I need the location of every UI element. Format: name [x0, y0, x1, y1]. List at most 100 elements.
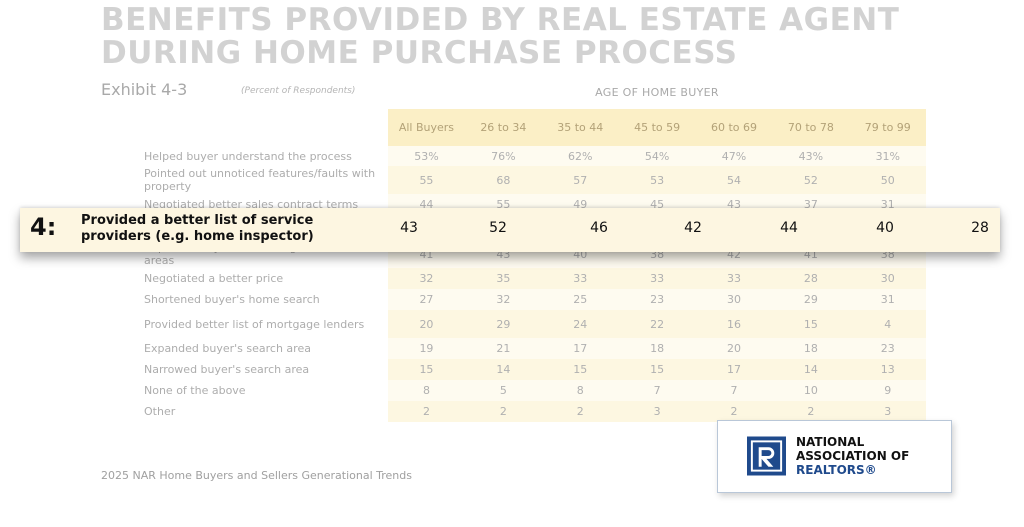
table-cell: 23 [849, 338, 927, 359]
row-label: Shortened buyer's home search [144, 293, 320, 306]
table-cell: 2 [464, 401, 542, 422]
percent-note: (Percent of Respondents) [241, 86, 356, 96]
source-note: 2025 NAR Home Buyers and Sellers Generat… [101, 469, 412, 482]
table-cell: 4 [849, 310, 927, 338]
table-row: Narrowed buyer's search area 15 14 15 15 17 14… [144, 359, 927, 380]
table-cell: 62% [541, 146, 619, 166]
table-cell: 33 [618, 268, 696, 289]
nar-wordmark: NATIONAL ASSOCIATION OF REALTORS® [796, 435, 909, 477]
table-cell: 7 [618, 380, 696, 401]
column-header: 60 to 69 [695, 109, 773, 146]
row-label: Expanded buyer's search area [144, 342, 311, 355]
table-cell: 30 [695, 289, 773, 310]
table-row: None of the above 8 5 8 7 7 10 9 [144, 380, 927, 401]
row-label: Provided better list of mortgage lenders [144, 317, 365, 331]
table-body: Helped buyer understand the process 53% 76… [144, 146, 927, 422]
column-header-row: All Buyers 26 to 34 35 to 44 45 to 59 60… [144, 109, 927, 146]
table-cell: 76% [464, 146, 542, 166]
row-label: Helped buyer understand the process [144, 149, 352, 163]
table-row: Other 2 2 2 3 2 2 3 [144, 401, 927, 422]
table-row: Pointed out unnoticed features/faults wi… [144, 166, 927, 194]
callout-rank: 4: [30, 213, 57, 241]
table-cell: 2 [388, 401, 465, 422]
table-cell: 53 [618, 166, 696, 194]
table-cell: 9 [849, 380, 927, 401]
table-cell: 25 [541, 289, 619, 310]
table-cell: 47% [695, 146, 773, 166]
table-cell: 24 [541, 310, 619, 338]
table-cell: 50 [849, 166, 927, 194]
table-cell: 68 [464, 166, 542, 194]
table-cell: 10 [772, 380, 850, 401]
nar-line-2: ASSOCIATION OF [796, 449, 910, 463]
column-header: 79 to 99 [849, 109, 927, 146]
table-cell: 53% [388, 146, 465, 166]
table-cell: 14 [772, 359, 850, 380]
column-header: 35 to 44 [541, 109, 619, 146]
table-cell: 33 [695, 268, 773, 289]
table-cell: 15 [541, 359, 619, 380]
table-cell: 17 [695, 359, 773, 380]
callout-value: 40 [876, 220, 894, 236]
table-cell: 29 [464, 310, 542, 338]
table-cell: 15 [772, 310, 850, 338]
highlight-callout: 4: Provided a better list of service pro… [20, 208, 1000, 252]
table-cell: 8 [541, 380, 619, 401]
table-cell: 20 [695, 338, 773, 359]
column-header: All Buyers [388, 109, 465, 146]
table-row: Expanded buyer's search area 19 21 17 18 20 18… [144, 338, 927, 359]
table-cell: 57 [541, 166, 619, 194]
callout-value: 28 [971, 220, 989, 236]
callout-value: 52 [489, 220, 507, 236]
table-cell: 32 [464, 289, 542, 310]
column-header: 45 to 59 [618, 109, 696, 146]
callout-value: 44 [780, 220, 798, 236]
callout-value: 43 [400, 220, 418, 236]
table-cell: 5 [464, 380, 542, 401]
nar-line-3: REALTORS® [796, 463, 877, 477]
table-cell: 27 [388, 289, 465, 310]
table-cell: 33 [541, 268, 619, 289]
table-cell: 13 [849, 359, 927, 380]
row-label: None of the above [144, 384, 246, 397]
table-cell: 31% [849, 146, 927, 166]
table-cell: 2 [541, 401, 619, 422]
callout-value: 42 [684, 220, 702, 236]
callout-label: Provided a better list of service provid… [81, 213, 314, 244]
table-cell: 18 [618, 338, 696, 359]
table-row: Negotiated a better price 32 35 33 33 33 28 30 [144, 268, 927, 289]
table-cell: 29 [772, 289, 850, 310]
row-label: Narrowed buyer's search area [144, 363, 310, 376]
row-label: Negotiated better sales contract terms [144, 197, 359, 211]
data-table: All Buyers 26 to 34 35 to 44 45 to 59 60… [144, 109, 927, 422]
table-cell: 3 [618, 401, 696, 422]
column-header: 70 to 78 [772, 109, 850, 146]
column-header: 26 to 34 [464, 109, 542, 146]
table-cell: 14 [464, 359, 542, 380]
table-cell: 22 [618, 310, 696, 338]
table-cell: 35 [464, 268, 542, 289]
exhibit-label: Exhibit 4-3 [101, 80, 188, 99]
table-cell: 31 [849, 289, 927, 310]
nar-line-1: NATIONAL [796, 435, 865, 449]
table-cell: 19 [388, 338, 465, 359]
table-cell: 55 [388, 166, 465, 194]
table-row: Shortened buyer's home search 27 32 25 23 30 2… [144, 289, 927, 310]
table-cell: 20 [388, 310, 465, 338]
table-cell: 54 [695, 166, 773, 194]
table-cell: 8 [388, 380, 465, 401]
table-cell: 23 [618, 289, 696, 310]
page-title: BENEFITS PROVIDED BY REAL ESTATE AGENT D… [101, 2, 900, 71]
table-cell: 52 [772, 166, 850, 194]
row-label: Negotiated a better price [144, 272, 284, 285]
table-cell: 28 [772, 268, 850, 289]
table-cell: 21 [464, 338, 542, 359]
table-cell: 3 [849, 401, 927, 422]
row-label: Pointed out unnoticed features/faults wi… [144, 167, 376, 193]
callout-value: 46 [590, 220, 608, 236]
table-row: Provided better list of mortgage lenders… [144, 310, 927, 338]
table-cell: 43% [772, 146, 850, 166]
table-cell: 30 [849, 268, 927, 289]
column-header-blank [144, 109, 388, 146]
table-cell: 15 [388, 359, 465, 380]
